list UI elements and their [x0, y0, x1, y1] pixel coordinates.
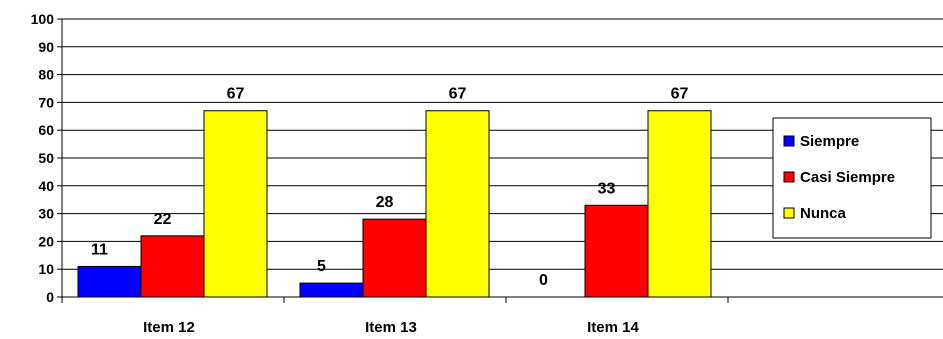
- bar-casi-siempre-item-13: [362, 218, 427, 298]
- data-label: 28: [376, 194, 394, 211]
- y-tick-label: 80: [38, 67, 54, 83]
- legend: Siempre Casi Siempre Nunca: [772, 117, 932, 239]
- y-tick-label: 10: [38, 261, 54, 277]
- y-tick-label: 50: [38, 150, 54, 166]
- y-tick-label: 70: [38, 94, 54, 110]
- y-tick-label: 20: [38, 233, 54, 249]
- data-label: 67: [671, 86, 689, 103]
- legend-entry-label: Siempre: [800, 133, 859, 150]
- legend-swatch: [783, 207, 795, 219]
- data-label: 0: [539, 272, 548, 289]
- bar-nunca-item-12: [203, 110, 268, 298]
- bar-casi-siempre-item-14: [584, 204, 649, 298]
- y-tick-label: 60: [38, 122, 54, 138]
- bar-casi-siempre-item-12: [140, 235, 205, 298]
- y-tick-label: 0: [46, 289, 54, 305]
- y-tick-label: 90: [38, 39, 54, 55]
- x-tick-label: Item 14: [587, 319, 639, 336]
- x-tick-label: Item 12: [143, 319, 195, 336]
- data-label: 22: [154, 211, 172, 228]
- data-label: 33: [598, 180, 616, 197]
- legend-swatch: [783, 171, 795, 183]
- bar-siempre-item-13: [299, 282, 364, 298]
- axes: [57, 18, 943, 303]
- x-tick-label: Item 13: [365, 319, 417, 336]
- legend-swatch: [783, 135, 795, 147]
- legend-entry-label: Nunca: [800, 205, 847, 222]
- bar-siempre-item-12: [77, 265, 142, 298]
- legend-box: [772, 117, 932, 239]
- legend-entry-label: Casi Siempre: [800, 169, 895, 186]
- data-label: 11: [91, 241, 108, 258]
- y-tick-label: 30: [38, 206, 54, 222]
- data-label: 67: [227, 86, 245, 103]
- data-label: 67: [449, 86, 467, 103]
- y-tick-label: 40: [38, 178, 54, 194]
- y-tick-label: 100: [31, 11, 55, 27]
- data-label: 5: [317, 258, 326, 275]
- bar-nunca-item-14: [647, 110, 712, 298]
- bars: [77, 110, 712, 298]
- bar-nunca-item-13: [425, 110, 490, 298]
- labels: 0 10 20 30 40 50 60 70 80 90 100 11 22 67 Item 12 5 28 67…: [31, 11, 689, 336]
